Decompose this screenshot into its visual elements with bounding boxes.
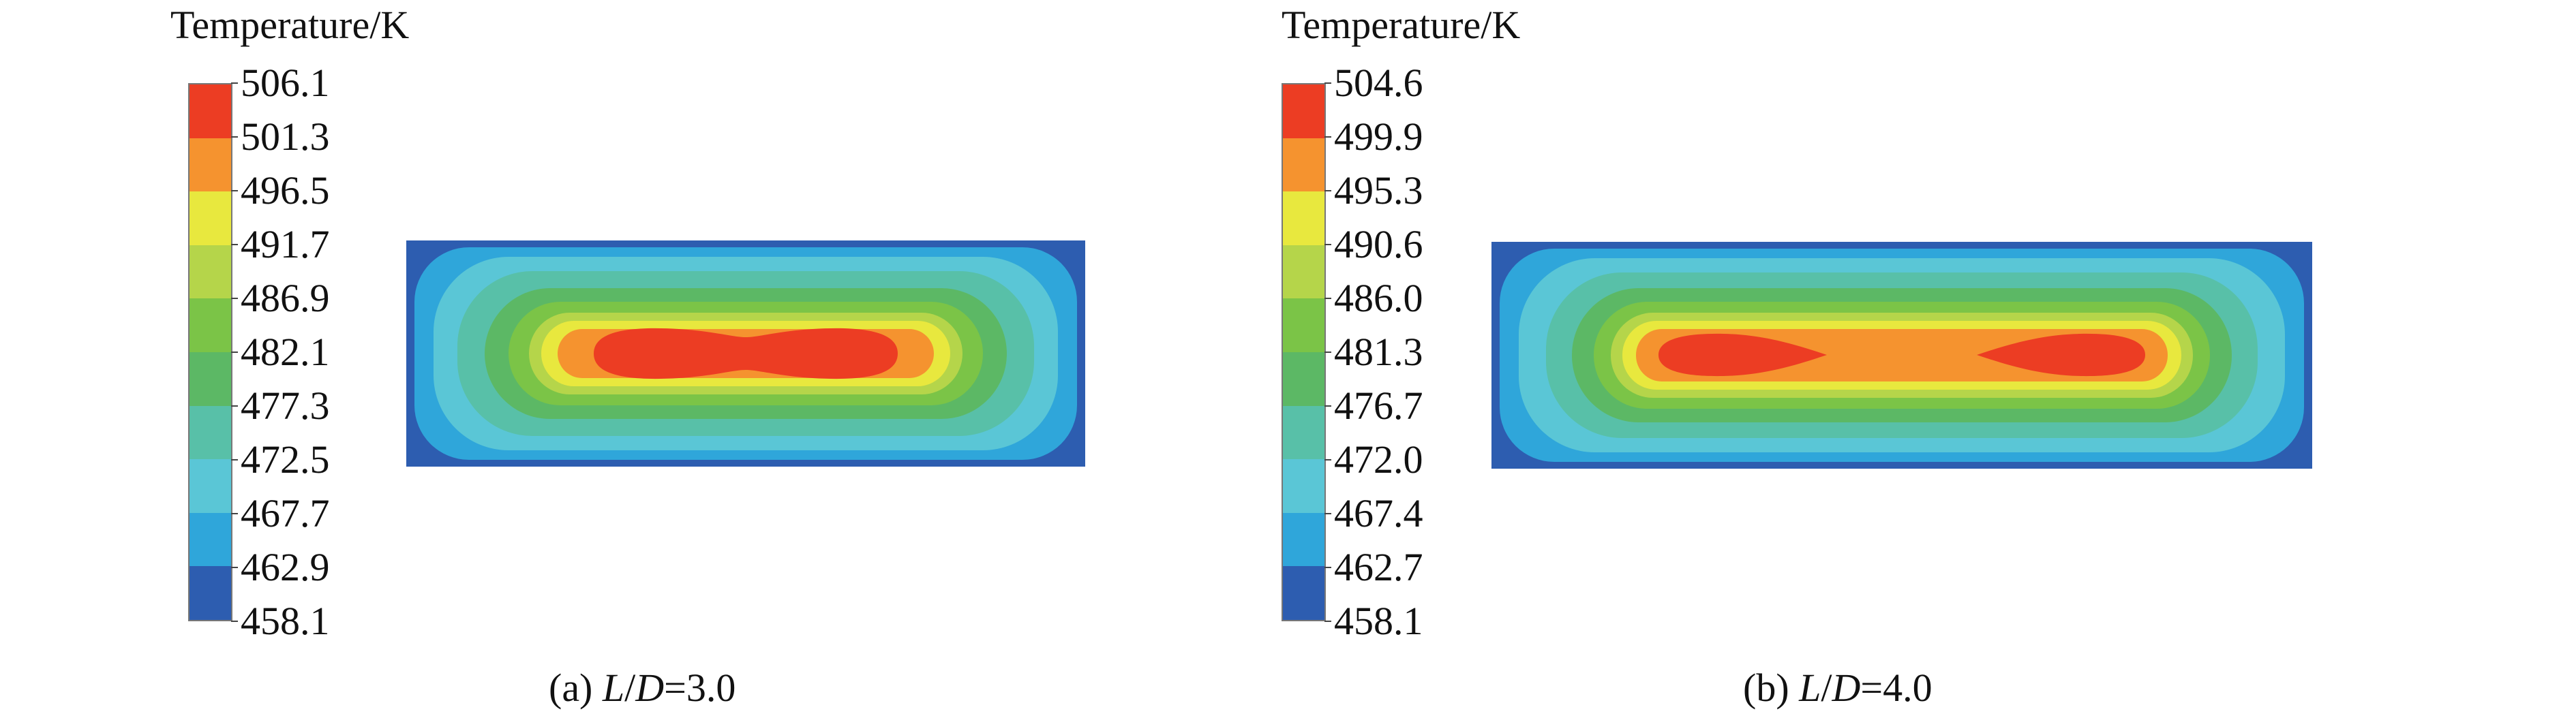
- caption-value: =4.0: [1860, 666, 1933, 710]
- colorbar-tick-mark: [231, 621, 238, 622]
- colorbar-tick-mark: [231, 405, 238, 407]
- colorbar-band: [1283, 512, 1324, 567]
- caption-prefix: (a): [549, 666, 603, 710]
- colorbar-tick-mark: [231, 244, 238, 245]
- colorbar-tick-label: 496.5: [241, 168, 330, 213]
- panel-b: Temperature/K (b) L/D=4.0 504.6 499.9 495.…: [1282, 0, 2576, 718]
- legend-title-b: Temperature/K: [1282, 3, 1521, 47]
- hot-core-left: [1658, 333, 1827, 377]
- colorbar-tick-mark: [1324, 136, 1331, 138]
- colorbar-tick-mark: [1324, 190, 1331, 191]
- colorbar-band: [190, 245, 231, 299]
- caption-var-d: D: [1832, 666, 1861, 710]
- caption-prefix: (b): [1743, 666, 1800, 710]
- colorbar-band: [190, 84, 231, 138]
- colorbar-tick-label: 467.7: [241, 491, 330, 535]
- colorbar-b: [1282, 83, 1326, 621]
- colorbar-tick-label: 490.6: [1334, 222, 1423, 266]
- hot-core-a: [594, 328, 898, 379]
- colorbar-tick-mark: [231, 567, 238, 568]
- colorbar-band: [1283, 245, 1324, 299]
- colorbar-band: [190, 512, 231, 567]
- colorbar-tick-label: 501.3: [241, 114, 330, 159]
- temperature-field-b: [1491, 242, 2312, 469]
- colorbar-tick-label: 499.9: [1334, 114, 1423, 159]
- hot-core-right: [1977, 333, 2145, 377]
- colorbar-band: [1283, 84, 1324, 138]
- caption-var-l: L: [602, 666, 625, 710]
- colorbar-tick-label: 462.9: [241, 545, 330, 589]
- colorbar-tick-mark: [231, 352, 238, 353]
- colorbar-tick-label: 472.0: [1334, 437, 1423, 482]
- colorbar-band: [1283, 459, 1324, 513]
- colorbar-tick-mark: [231, 190, 238, 191]
- colorbar-band: [190, 405, 231, 460]
- colorbar-band: [190, 138, 231, 192]
- colorbar-tick-label: 458.1: [241, 599, 330, 643]
- colorbar-band: [1283, 138, 1324, 192]
- colorbar-tick-mark: [231, 82, 238, 84]
- heatmap-svg-b: [1491, 242, 2312, 469]
- colorbar-band: [1283, 405, 1324, 460]
- colorbar-tick-label: 491.7: [241, 222, 330, 266]
- caption-value: =3.0: [664, 666, 736, 710]
- colorbar-tick-mark: [1324, 244, 1331, 245]
- colorbar-tick-mark: [1324, 513, 1331, 514]
- colorbar-band: [190, 191, 231, 245]
- colorbar-tick-label: 506.1: [241, 61, 330, 105]
- colorbar-band: [190, 298, 231, 352]
- colorbar-tick-mark: [1324, 82, 1331, 84]
- caption-b: (b) L/D=4.0: [1743, 664, 1933, 712]
- colorbar-tick-mark: [231, 459, 238, 461]
- colorbar-band: [1283, 566, 1324, 620]
- caption-a: (a) L/D=3.0: [549, 664, 736, 712]
- caption-var-d: D: [635, 666, 665, 710]
- colorbar-tick-mark: [1324, 567, 1331, 568]
- colorbar-tick-mark: [1324, 621, 1331, 622]
- colorbar-a: [188, 83, 232, 621]
- colorbar-band: [1283, 191, 1324, 245]
- colorbar-tick-label: 486.9: [241, 276, 330, 320]
- caption-var-l: L: [1799, 666, 1821, 710]
- caption-slash: /: [624, 666, 636, 710]
- colorbar-band: [190, 459, 231, 513]
- colorbar-tick-label: 472.5: [241, 437, 330, 482]
- colorbar-tick-label: 458.1: [1334, 599, 1423, 643]
- colorbar-tick-mark: [1324, 405, 1331, 407]
- colorbar-tick-label: 462.7: [1334, 545, 1423, 589]
- colorbar-tick-mark: [231, 136, 238, 138]
- colorbar-band: [1283, 352, 1324, 406]
- panel-a: Temperature/K (a) L/D=3.0 506.1 501.3 496.…: [0, 0, 1282, 718]
- colorbar-tick-mark: [1324, 298, 1331, 299]
- colorbar-tick-label: 467.4: [1334, 491, 1423, 535]
- colorbar-tick-label: 504.6: [1334, 61, 1423, 105]
- colorbar-band: [190, 566, 231, 620]
- colorbar-band: [190, 352, 231, 406]
- temperature-field-a: [406, 240, 1085, 467]
- colorbar-tick-label: 481.3: [1334, 330, 1423, 374]
- colorbar-tick-label: 486.0: [1334, 276, 1423, 320]
- colorbar-tick-label: 476.7: [1334, 384, 1423, 428]
- heatmap-svg-a: [406, 240, 1085, 467]
- legend-title-a: Temperature/K: [170, 3, 410, 47]
- colorbar-tick-mark: [231, 298, 238, 299]
- colorbar-tick-label: 495.3: [1334, 168, 1423, 213]
- colorbar-tick-label: 482.1: [241, 330, 330, 374]
- colorbar-tick-mark: [1324, 459, 1331, 461]
- colorbar-tick-mark: [1324, 352, 1331, 353]
- colorbar-band: [1283, 298, 1324, 352]
- colorbar-tick-label: 477.3: [241, 384, 330, 428]
- caption-slash: /: [1821, 666, 1832, 710]
- colorbar-tick-mark: [231, 513, 238, 514]
